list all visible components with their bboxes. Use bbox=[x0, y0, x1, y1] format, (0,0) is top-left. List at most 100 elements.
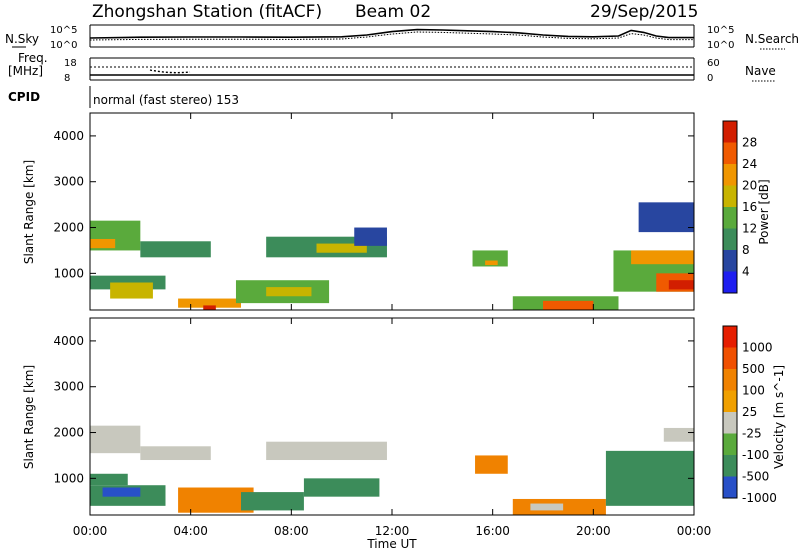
power-colorbar-tick: 28 bbox=[742, 136, 757, 150]
velocity-ytick-label: 3000 bbox=[53, 380, 84, 394]
power-echo-region bbox=[631, 250, 694, 265]
station-title: Zhongshan Station (fitACF) bbox=[92, 2, 322, 22]
power-echo-region bbox=[638, 202, 694, 233]
xtick-label: 00:00 bbox=[677, 524, 712, 538]
power-echo-region bbox=[90, 238, 116, 249]
power-ytick-label: 3000 bbox=[53, 175, 84, 189]
noise-strip bbox=[89, 24, 695, 48]
power-echo-region bbox=[266, 287, 312, 297]
power-ytick-label: 4000 bbox=[53, 129, 84, 143]
xtick-label: 16:00 bbox=[475, 524, 510, 538]
velocity-colorbar-swatch bbox=[723, 476, 737, 498]
power-colorbar-frame bbox=[722, 120, 738, 294]
velocity-echo-region bbox=[663, 427, 694, 442]
power-colorbar-swatch bbox=[723, 250, 737, 272]
velocity-echo-region bbox=[90, 473, 128, 486]
power-echo-region bbox=[668, 280, 694, 290]
nave-tick-bottom: 0 bbox=[707, 73, 713, 84]
velocity-colorbar-swatch bbox=[723, 390, 737, 412]
velocity-echo-region bbox=[530, 503, 564, 511]
cpid-label: CPID bbox=[8, 90, 40, 104]
power-echo-region bbox=[316, 243, 367, 253]
velocity-colorbar-tick: 25 bbox=[742, 405, 757, 419]
power-colorbar-tick: 24 bbox=[742, 157, 757, 171]
power-colorbar-tick: 12 bbox=[742, 222, 757, 236]
power-colorbar-tick: 16 bbox=[742, 200, 757, 214]
freq-tick-bottom: 8 bbox=[64, 73, 70, 84]
velocity-colorbar-frame bbox=[722, 325, 738, 499]
velocity-colorbar-tick: 100 bbox=[742, 384, 765, 398]
power-echo-region bbox=[203, 305, 216, 310]
velocity-echo-region bbox=[605, 450, 694, 506]
freq-label-1: Freq. bbox=[18, 51, 48, 65]
nsearch-label: N.Search bbox=[745, 32, 799, 46]
power-colorbar-swatch bbox=[723, 228, 737, 250]
velocity-echo-region bbox=[102, 487, 141, 497]
velocity-echo-region bbox=[475, 455, 508, 474]
power-colorbar-tick: 4 bbox=[742, 265, 750, 279]
velocity-colorbar-tick: -500 bbox=[742, 470, 769, 484]
nave-label: Nave bbox=[745, 64, 776, 78]
date-label: 29/Sep/2015 bbox=[590, 2, 698, 22]
velocity-colorbar-swatch bbox=[723, 347, 737, 369]
velocity-ytick-label: 4000 bbox=[53, 334, 84, 348]
nsearch-line bbox=[89, 31, 694, 41]
power-colorbar: 4 8 12 16 20 24 28 bbox=[722, 120, 757, 294]
nave-dip bbox=[149, 69, 191, 74]
noise-tick-right-bottom: 10^0 bbox=[707, 40, 734, 51]
freq-strip bbox=[89, 57, 695, 81]
velocity-colorbar-tick: -25 bbox=[742, 427, 762, 441]
power-echo-region bbox=[140, 241, 211, 258]
velocity-colorbar-swatch bbox=[723, 369, 737, 391]
velocity-echo-region bbox=[241, 492, 304, 511]
power-colorbar-swatch bbox=[723, 271, 737, 293]
velocity-colorbar-tick: 1000 bbox=[742, 341, 773, 355]
velocity-echo-region bbox=[140, 446, 211, 461]
power-echo-region bbox=[354, 227, 387, 246]
freq-label-2: [MHz] bbox=[8, 64, 43, 78]
xtick-label: 08:00 bbox=[274, 524, 309, 538]
power-colorbar-swatch bbox=[723, 185, 737, 207]
power-echo-region bbox=[110, 282, 153, 299]
beam-label: Beam 02 bbox=[355, 2, 431, 22]
velocity-ylabel: Slant Range [km] bbox=[22, 365, 36, 469]
power-ytick-label: 1000 bbox=[53, 266, 84, 280]
velocity-colorbar-tick: -1000 bbox=[742, 491, 777, 505]
velocity-colorbar-swatch bbox=[723, 326, 737, 348]
velocity-colorbar-label: Velocity [m s^-1] bbox=[772, 365, 786, 469]
noise-tick-left-bottom: 10^0 bbox=[50, 40, 77, 51]
velocity-colorbar-swatch bbox=[723, 455, 737, 477]
velocity-ytick-label: 2000 bbox=[53, 426, 84, 440]
nsky-line bbox=[89, 28, 694, 39]
power-colorbar-swatch bbox=[723, 207, 737, 229]
velocity-xticks: 00:00 04:00 08:00 12:00 16:00 20:00 00:00 bbox=[73, 113, 712, 538]
velocity-colorbar-swatch bbox=[723, 412, 737, 434]
velocity-ytick-label: 1000 bbox=[53, 471, 84, 485]
nave-tick-top: 60 bbox=[707, 58, 720, 69]
velocity-echo-region bbox=[90, 425, 141, 454]
x-axis-label: Time UT bbox=[366, 537, 417, 551]
velocity-colorbar: 1000 500 100 25 -25 -100 -500 -1000 bbox=[722, 325, 777, 505]
velocity-panel: 1000 2000 3000 4000 00:00 04:00 08:00 12:00 16:… bbox=[53, 113, 711, 538]
velocity-echo-region bbox=[266, 441, 387, 461]
power-ytick-label: 2000 bbox=[53, 221, 84, 235]
power-colorbar-tick: 20 bbox=[742, 179, 757, 193]
power-echo-region bbox=[543, 300, 594, 310]
nsky-label: N.Sky bbox=[5, 32, 39, 46]
power-echo-region bbox=[472, 250, 508, 267]
velocity-yticks: 1000 2000 3000 4000 bbox=[53, 334, 694, 485]
power-echo-region bbox=[485, 260, 498, 266]
xtick-label: 00:00 bbox=[73, 524, 108, 538]
power-colorbar-label: Power [dB] bbox=[757, 179, 771, 244]
cpid-text: normal (fast stereo) 153 bbox=[93, 93, 239, 107]
power-echo-region bbox=[178, 298, 241, 308]
velocity-colorbar-tick: 500 bbox=[742, 362, 765, 376]
power-colorbar-swatch bbox=[723, 164, 737, 186]
noise-tick-right-top: 10^5 bbox=[707, 25, 734, 36]
velocity-colorbar-tick: -100 bbox=[742, 448, 769, 462]
noise-tick-left-top: 10^5 bbox=[50, 25, 77, 36]
velocity-cells bbox=[90, 425, 694, 515]
power-yticks: 1000 2000 3000 4000 bbox=[53, 129, 694, 280]
